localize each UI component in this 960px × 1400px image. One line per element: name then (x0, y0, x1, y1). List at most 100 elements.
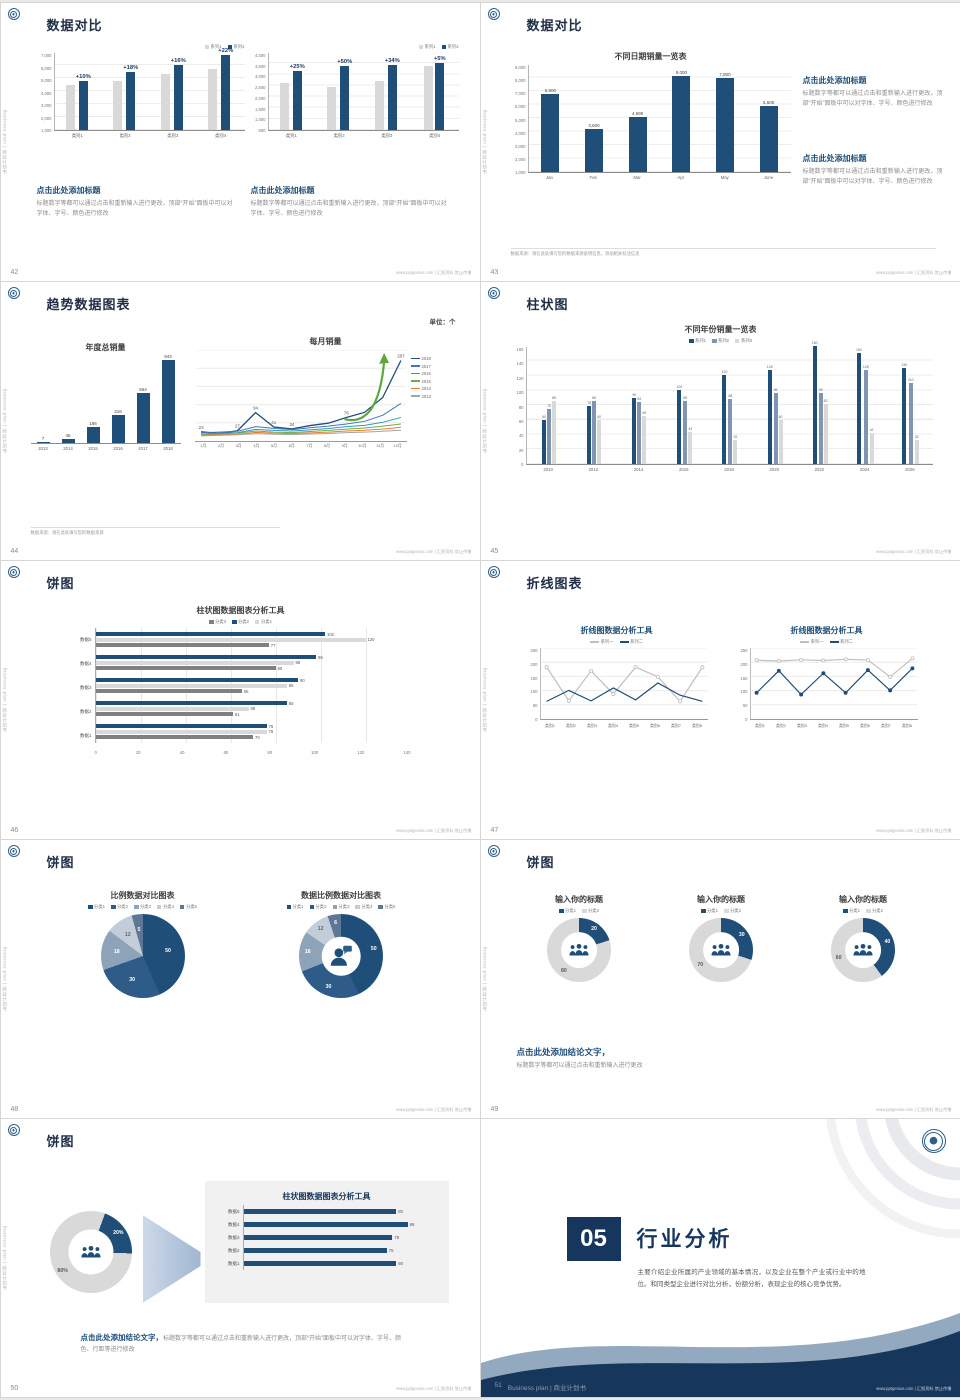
vb-x: 类别4 (215, 133, 227, 138)
ln-x: 4月 (253, 443, 260, 448)
vb-lab: 90 (632, 393, 637, 397)
lg-sq (286, 904, 292, 910)
lg-txt: 2018 (421, 356, 431, 361)
slide-footer: www.pptgenius.com | 汇报资料 禁止传播 (396, 828, 472, 833)
vb-row: 7,000 6,000 5,000 4,000 3,000 2,000 1,000 +10% +… (37, 48, 245, 139)
hb-bar (95, 660, 294, 665)
vb-group: 564 (131, 387, 156, 443)
lg-item: 分类3 (332, 904, 349, 910)
hb-group: 85 68 61 (95, 697, 411, 720)
vb-bar (340, 66, 350, 130)
vb-bw: 32 (733, 435, 738, 464)
slide-44: Business plan | 商业计划书 趋势数据图表 单位：个 年度总销量 7… (0, 281, 481, 561)
page-number: 44 (10, 548, 19, 555)
slide-50: Business plan | 商业计划书 饼图 20% 80% 柱状图数据图表分… (0, 1118, 481, 1398)
vb-bar (637, 402, 642, 464)
vb-bw: 4,590 (628, 111, 647, 172)
vb-bw: 564 (136, 387, 150, 443)
slide-title: 柱状图 (526, 297, 569, 312)
lg-txt: 分类2 (315, 904, 327, 909)
pie-lab: 12 (317, 926, 324, 933)
lg-txt: 系列1 (424, 44, 436, 49)
ytick: 20 (518, 447, 524, 453)
lg-sq (309, 904, 315, 910)
hb-plot: 102 120 77 98 88 80 90 85 65 85 68 61 76 76 70 (94, 628, 411, 743)
slide-42: Business plan | 商业计划书 数据对比 系列1 系列2 7,000 6,… (0, 2, 481, 282)
c-title: 折线图数据分析工具 (790, 626, 863, 635)
decor-waves (480, 1313, 960, 1397)
vb-lab: 6,500 (544, 88, 556, 93)
ytick: 100 (530, 689, 538, 695)
vb-xl: 2013 2014 2015 2016 2017 2018 (31, 444, 181, 451)
grouped-bar-chart: 系列1 系列2 7,000 6,000 5,000 4,000 3,000 2,000 1,00… (37, 43, 245, 139)
hb-val: 78 (394, 1235, 400, 1240)
vb-group: 943 (156, 354, 181, 443)
ytick: 6,000 (41, 65, 52, 71)
vb-lab: +18% (123, 65, 139, 71)
vb-x: 2026 (905, 467, 915, 472)
vb-bar (597, 420, 602, 464)
vb-bw: 128 (767, 365, 773, 464)
vb-bar (716, 78, 735, 172)
ln-x: 11月 (376, 443, 385, 448)
university-logo-icon (487, 566, 500, 578)
vb-x: 2013 (38, 446, 48, 451)
vb-lab: +34% (384, 58, 400, 64)
hb-bar (95, 724, 267, 728)
pie-wrap: 50 30 18 12 5 (100, 914, 185, 998)
lg-sq (254, 619, 260, 625)
vb-group: +22% (197, 48, 245, 130)
hb-row: 70 (95, 735, 411, 740)
lg-item: 分类3 (134, 904, 151, 910)
slide-49: Business plan | 商业计划书 饼图 输入你的标题 分类1 分类2 20 8… (479, 839, 960, 1119)
lg-txt: 系列一 (810, 639, 824, 644)
vb-lab: 128 (766, 365, 773, 369)
vb-bar (733, 440, 738, 464)
vb-pw: 6,500 3,600 4,590 8,000 7,800 5,500 Jan Feb Mar A… (527, 65, 791, 180)
vb-bw: 100 (676, 385, 682, 464)
ytick: 2,000 (255, 95, 266, 101)
vb-lab: +22% (218, 48, 234, 54)
sidebar-vertical-text: Business plan | 商业计划书 (482, 109, 488, 175)
ln-x: 类别8 (902, 723, 912, 728)
monthly-line-chart: 每月销量 23 27 94 41 34 76 287 2018 2017 2016 2015 2014 2… (194, 336, 457, 449)
lg-item: 分类1 (88, 904, 105, 910)
lg-txt: 系列2 (718, 338, 729, 343)
lg-txt: 系列一 (600, 639, 614, 644)
section-number: 05 (566, 1217, 621, 1261)
vb-lab: 60 (778, 415, 783, 419)
ln-x: 1月 (200, 443, 207, 448)
chart-legend: 分类1 分类2 分类3 分类4 分类5 (249, 904, 434, 910)
vb-bar (902, 368, 907, 464)
hb-bar (243, 1261, 397, 1266)
pie-hole (561, 932, 597, 968)
vb-bar (767, 370, 772, 464)
vb-lab: 3,600 (588, 123, 600, 128)
ytick: 2,500 (255, 85, 266, 91)
ln-xl: 类别1 类别2 类别3 类别4 类别5 类别6 类别7 类别8 (540, 723, 708, 729)
vb-lab: 96 (773, 388, 778, 392)
c-title: 折线图数据分析工具 (580, 626, 653, 635)
vb-lab: 943 (164, 354, 172, 359)
vb-bar (160, 74, 170, 130)
vb-x: Feb (589, 175, 597, 180)
vb-x: 类别2 (119, 133, 131, 138)
vb-plot: +10% +18% +16% +22% (53, 48, 245, 131)
lg-txt: 分类2 (117, 904, 128, 909)
vb-group: 120 88 32 (707, 370, 752, 464)
vb-lab: 32 (914, 435, 919, 439)
ln-lgr-i: 2015 (410, 379, 443, 384)
university-logo-icon (487, 845, 500, 857)
vb-bw: 110 (908, 378, 914, 464)
vb-bar (728, 399, 733, 464)
slide-footer: www.pptgenius.com | 汇报资料 禁止传播 (876, 828, 952, 833)
vb-bw: 316 (111, 409, 125, 443)
slide-title: 数据对比 (526, 18, 583, 33)
vb-group: 6,500 (529, 88, 573, 172)
pie-lab: 5 (137, 927, 141, 934)
lg-item: 分类1 (559, 908, 576, 914)
lg-item: 系列一 (590, 639, 614, 645)
vb-group: 5,500 (747, 100, 791, 172)
vb-lab: +5% (433, 56, 446, 62)
hb-val: 80 (277, 665, 283, 671)
